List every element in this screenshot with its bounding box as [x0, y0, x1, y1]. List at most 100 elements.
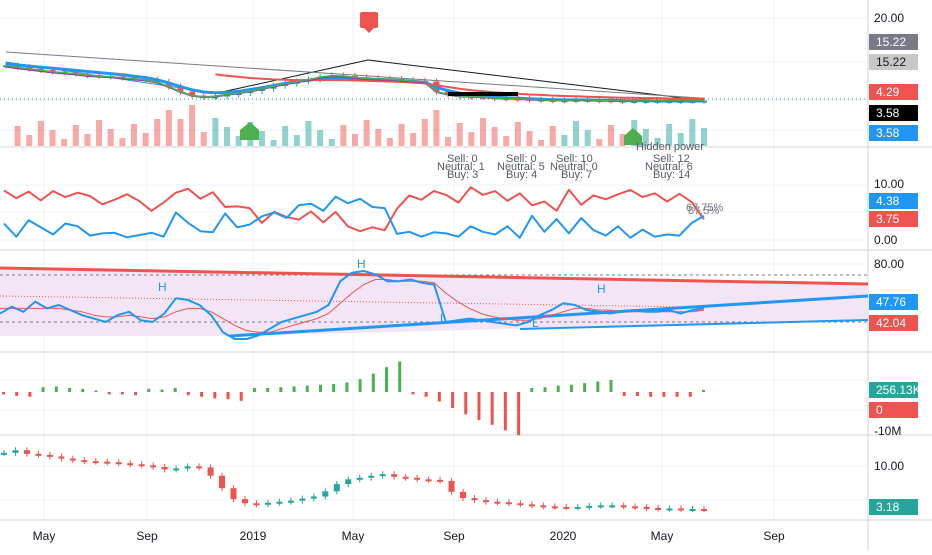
lower-candle-body — [655, 507, 662, 510]
volume-bar — [538, 140, 545, 146]
lower-candle-body — [597, 505, 604, 508]
lower-tick-label: 10.00 — [874, 459, 904, 473]
histogram-bar — [15, 392, 19, 396]
volume-bar — [235, 136, 242, 146]
rsi-pane[interactable]: H H H L L — [0, 257, 869, 340]
volume-bar — [456, 123, 463, 146]
histogram-bar — [635, 392, 639, 396]
volume-bar — [305, 121, 312, 146]
volume-bar — [433, 110, 440, 146]
time-tick-label: Sep — [443, 529, 465, 543]
price-scale[interactable]: 20.00 15.22 15.22 4.29 3.58 3.58 10.00 0.00 4.38… — [869, 11, 921, 515]
signal-text: Neutral: 0 — [550, 161, 598, 173]
histogram-bar — [200, 392, 204, 397]
price-badge: 3.58 — [869, 105, 918, 121]
price-badge-label: 3.58 — [876, 106, 900, 120]
oscillator-value-label: 87.5% — [688, 205, 719, 217]
lower-candle-body — [448, 480, 455, 492]
volume-bar — [154, 119, 161, 146]
oscillator-blue-line — [3, 195, 705, 239]
volume-bar — [619, 134, 626, 146]
ema-purple-line — [5, 65, 705, 102]
lower-candle-body — [425, 479, 432, 482]
histogram-bar — [437, 392, 441, 402]
volume-bar — [72, 125, 79, 146]
lower-candle-body — [196, 466, 203, 469]
volume-bar — [26, 135, 33, 146]
pivot-annotation: L — [532, 316, 539, 330]
time-tick-label: Sep — [136, 529, 158, 543]
histogram-pane[interactable] — [2, 361, 705, 436]
volume-bar — [549, 126, 556, 146]
oscillator-value-label: 67.75% — [686, 202, 724, 214]
lower-candle-body — [161, 466, 168, 470]
volume-bar — [270, 140, 277, 146]
volume-bar — [317, 130, 324, 146]
histogram-badge: 256.13K — [869, 382, 921, 398]
price-badge: 3.58 — [869, 125, 918, 141]
histogram-bar — [358, 379, 362, 392]
lower-candle-body — [368, 475, 375, 478]
volume-bar — [96, 120, 103, 146]
histogram-badge-label: 256.13K — [876, 383, 921, 397]
lower-candle-body — [276, 501, 283, 504]
signal-text: Sell: 0 — [506, 153, 537, 165]
volume-bar — [165, 110, 172, 146]
histogram-bar — [490, 392, 494, 425]
histogram-tick-label: -10M — [874, 424, 901, 438]
volume-bar — [177, 119, 184, 146]
buy-alert-flag-2[interactable] — [624, 128, 642, 145]
histogram-bar — [411, 392, 415, 395]
rsi-ma-line — [0, 279, 705, 333]
lower-price-pane[interactable] — [1, 447, 707, 513]
lower-candle-body — [264, 502, 271, 505]
histogram-bar — [371, 373, 375, 392]
histogram-bar — [675, 392, 679, 397]
histogram-bar — [292, 386, 296, 392]
histogram-bar — [2, 392, 5, 395]
lower-candle-body — [333, 484, 340, 492]
histogram-bar — [134, 392, 138, 396]
volume-bar — [224, 127, 231, 146]
histogram-bar — [28, 392, 32, 397]
volume-bar — [37, 121, 44, 146]
price-tick-label: 20.00 — [874, 11, 904, 25]
oscillator-pane[interactable]: 67.75%87.5% — [3, 186, 724, 239]
volume-bar — [561, 135, 568, 146]
price-badge-label: 15.22 — [876, 35, 906, 49]
histogram-bar — [252, 388, 256, 392]
volume-bar — [61, 139, 68, 146]
signal-text: Buy: 14 — [653, 169, 690, 181]
histogram-badge-bg — [869, 382, 918, 398]
volume-bar — [398, 124, 405, 146]
volume-bar — [189, 105, 196, 146]
lower-candle-body — [230, 488, 237, 500]
volume-bar — [701, 128, 707, 146]
sell-alert-flag[interactable] — [360, 12, 378, 28]
histogram-bar — [609, 380, 613, 392]
price-badge-label: 3.58 — [876, 126, 900, 140]
signal-text: Sell: 12 — [653, 153, 690, 165]
candle-body — [177, 86, 184, 92]
lower-candle-body — [219, 475, 226, 489]
volume-bar — [607, 125, 614, 146]
lower-badge-label: 3.18 — [876, 500, 900, 514]
buy-alert-flag-1[interactable] — [240, 122, 259, 140]
lower-candle-body — [632, 506, 639, 509]
histogram-bar — [239, 392, 243, 401]
lower-candle-body — [12, 450, 19, 453]
rsi-badge: 47.76 — [869, 294, 918, 310]
oscillator-red-line — [3, 186, 705, 233]
volume-bar — [642, 129, 649, 146]
time-tick-label: May — [33, 529, 56, 543]
ema-red-line — [215, 73, 704, 100]
histogram-bar — [543, 387, 547, 392]
time-axis[interactable]: May Sep 2019 May Sep 2020 May Sep — [33, 529, 785, 543]
lower-candle-body — [115, 462, 122, 465]
volume-bar — [410, 133, 417, 146]
lower-candle-body — [127, 463, 134, 466]
lower-candle-body — [379, 474, 386, 477]
